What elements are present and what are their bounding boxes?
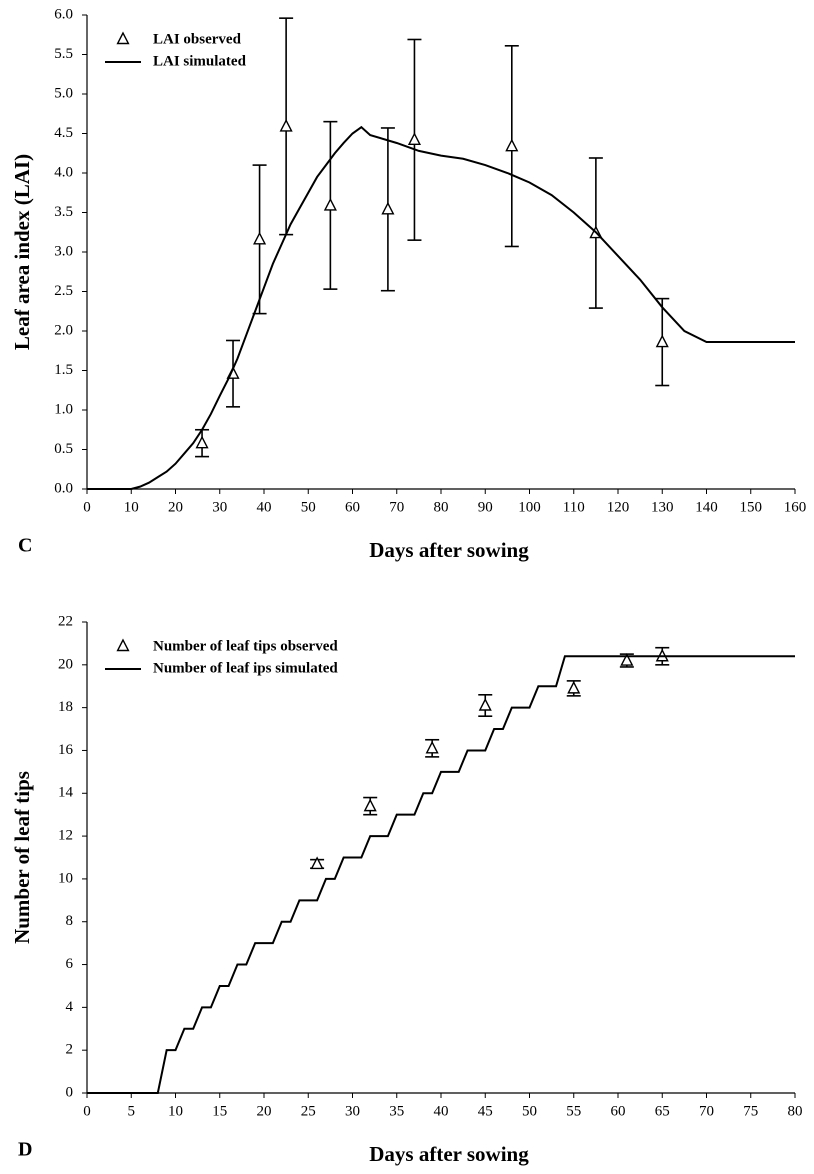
marker xyxy=(425,740,439,754)
x-tick-label: 0 xyxy=(83,499,91,515)
marker xyxy=(253,231,267,245)
y-tick-label: 2 xyxy=(66,1042,74,1058)
y-tick-label: 18 xyxy=(58,699,73,715)
x-tick-label: 40 xyxy=(257,499,272,515)
legend-label: LAI simulated xyxy=(153,53,247,69)
x-tick-label: 110 xyxy=(563,499,585,515)
x-tick-label: 140 xyxy=(695,499,718,515)
y-tick-label: 1.5 xyxy=(54,362,73,378)
marker xyxy=(655,334,669,348)
y-tick-label: 14 xyxy=(58,785,74,801)
y-tick-label: 10 xyxy=(58,870,73,886)
x-tick-label: 5 xyxy=(128,1103,136,1119)
y-tick-label: 5.0 xyxy=(54,85,73,101)
x-tick-label: 75 xyxy=(743,1103,758,1119)
marker xyxy=(478,697,492,711)
x-tick-label: 100 xyxy=(518,499,541,515)
x-tick-label: 30 xyxy=(345,1103,360,1119)
y-tick-label: 5.5 xyxy=(54,46,73,62)
marker xyxy=(310,856,324,870)
x-tick-label: 40 xyxy=(434,1103,449,1119)
x-tick-label: 70 xyxy=(389,499,404,515)
legend-marker xyxy=(116,31,130,45)
x-tick-label: 60 xyxy=(611,1103,626,1119)
x-tick-label: 20 xyxy=(257,1103,272,1119)
y-tick-label: 0 xyxy=(66,1084,74,1100)
y-tick-label: 3.0 xyxy=(54,243,73,259)
marker xyxy=(407,132,421,146)
x-tick-label: 90 xyxy=(478,499,493,515)
panel-label: D xyxy=(18,1139,32,1161)
x-tick-label: 10 xyxy=(124,499,139,515)
y-tick-label: 3.5 xyxy=(54,204,73,220)
line xyxy=(87,125,795,490)
x-tick-label: 55 xyxy=(566,1103,581,1119)
x-tick-label: 70 xyxy=(699,1103,714,1119)
y-tick-label: 16 xyxy=(58,742,74,758)
x-tick-label: 30 xyxy=(212,499,227,515)
x-tick-label: 60 xyxy=(345,499,360,515)
y-tick-label: 4.0 xyxy=(54,164,73,180)
y-tick-label: 0.5 xyxy=(54,441,73,457)
x-tick-label: 50 xyxy=(522,1103,537,1119)
y-tick-label: 22 xyxy=(58,613,73,629)
legend-label: Number of leaf ips simulated xyxy=(153,660,338,676)
x-tick-label: 25 xyxy=(301,1103,316,1119)
legend-marker xyxy=(116,638,130,652)
y-tick-label: 2.0 xyxy=(54,322,73,338)
marker xyxy=(567,680,581,694)
y-tick-label: 20 xyxy=(58,656,73,672)
x-tick-label: 130 xyxy=(651,499,674,515)
x-axis-title: Days after sowing xyxy=(369,1142,529,1166)
marker xyxy=(620,653,634,666)
y-tick-label: 12 xyxy=(58,828,73,844)
y-tick-label: 1.0 xyxy=(54,401,73,417)
legend-label: LAI observed xyxy=(153,31,242,47)
marker xyxy=(363,798,377,812)
x-tick-label: 65 xyxy=(655,1103,670,1119)
marker xyxy=(505,138,519,152)
x-tick-label: 45 xyxy=(478,1103,493,1119)
x-tick-label: 150 xyxy=(740,499,763,515)
x-tick-label: 80 xyxy=(788,1103,803,1119)
marker xyxy=(279,118,293,132)
panel-label: C xyxy=(18,535,32,557)
marker xyxy=(323,197,337,211)
x-tick-label: 15 xyxy=(212,1103,227,1119)
x-tick-label: 35 xyxy=(389,1103,404,1119)
y-tick-label: 6 xyxy=(66,956,74,972)
y-tick-label: 4.5 xyxy=(54,125,73,141)
x-tick-label: 160 xyxy=(784,499,807,515)
y-tick-label: 4 xyxy=(66,999,74,1015)
y-tick-label: 2.5 xyxy=(54,283,73,299)
x-tick-label: 50 xyxy=(301,499,316,515)
x-tick-label: 20 xyxy=(168,499,183,515)
legend-label: Number of leaf tips observed xyxy=(153,638,338,654)
y-axis-title: Number of leaf tips xyxy=(10,771,34,944)
x-tick-label: 120 xyxy=(607,499,630,515)
y-tick-label: 8 xyxy=(66,913,74,929)
line xyxy=(87,655,795,1094)
y-axis-title: Leaf area index (LAI) xyxy=(10,154,34,350)
x-tick-label: 80 xyxy=(434,499,449,515)
x-axis-title: Days after sowing xyxy=(369,538,529,562)
marker xyxy=(381,201,395,215)
x-tick-label: 10 xyxy=(168,1103,183,1119)
y-tick-label: 0.0 xyxy=(54,480,73,496)
x-tick-label: 0 xyxy=(83,1103,91,1119)
y-tick-label: 6.0 xyxy=(54,6,73,22)
marker xyxy=(195,435,209,449)
